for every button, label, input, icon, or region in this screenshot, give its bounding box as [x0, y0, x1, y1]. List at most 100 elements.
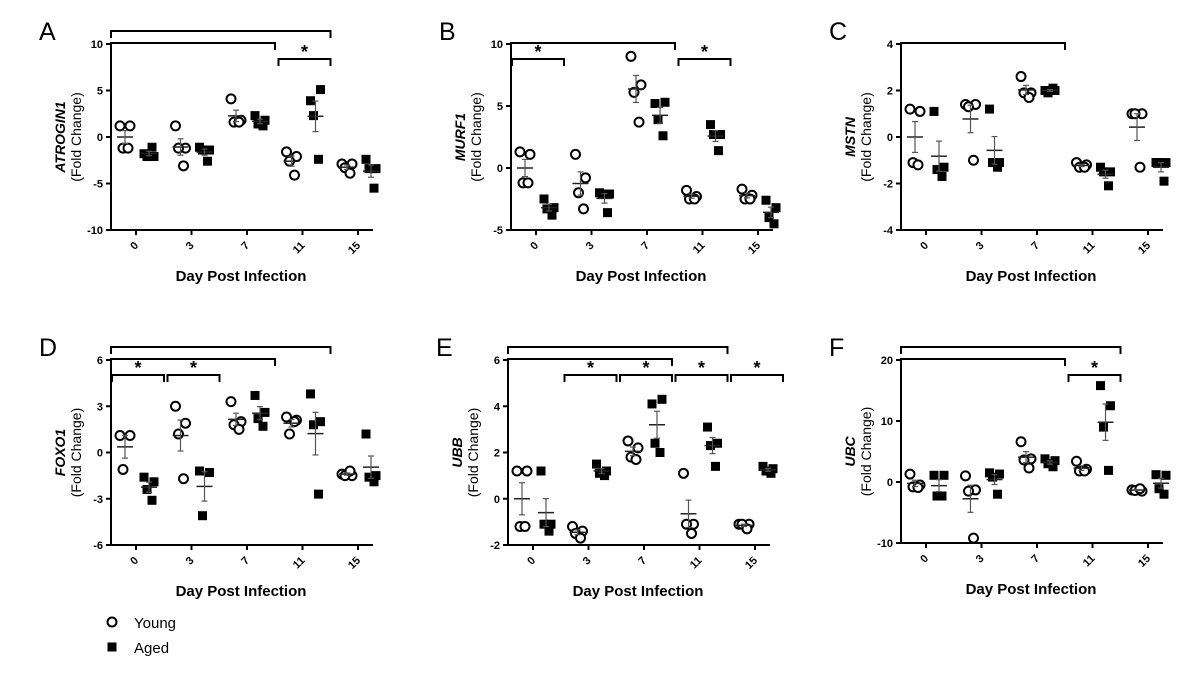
- point-aged: [711, 461, 720, 471]
- point-young: [178, 473, 189, 485]
- y-tick-label: 3: [97, 401, 103, 413]
- y-tick-label: 6: [97, 355, 103, 367]
- significance-bracket: [900, 346, 1122, 354]
- y-tick-label: 0: [494, 494, 500, 506]
- y-tick-label: 10: [91, 39, 103, 51]
- point-aged: [768, 464, 778, 474]
- y-tick-label: 4: [494, 401, 501, 413]
- point-young: [914, 105, 926, 117]
- point-aged: [142, 485, 152, 494]
- point-young: [968, 154, 979, 166]
- point-aged: [650, 99, 660, 109]
- significance-bracket: [1067, 374, 1122, 382]
- point-young: [514, 146, 526, 158]
- point-aged: [1048, 462, 1058, 472]
- point-aged: [316, 85, 325, 95]
- point-aged: [1050, 456, 1060, 466]
- point-aged: [306, 389, 315, 399]
- panel-d: D -6 -3 0 3 6 0 3 7 11 15 Day Post Infection FOXO1 (F…: [39, 334, 381, 600]
- y-tick-label: 5: [97, 86, 103, 98]
- panel-e: E -2 0 2 4 6 0 3 7 11 15 Day Post Infection UBB (Fold…: [436, 334, 784, 600]
- point-young: [1134, 161, 1146, 173]
- point-aged: [205, 145, 214, 155]
- x-tick-label: 7: [239, 240, 252, 253]
- point-aged: [142, 152, 152, 162]
- significance-star: *: [1091, 358, 1098, 378]
- point-young: [963, 101, 974, 113]
- point-aged: [929, 470, 939, 480]
- x-tick-label: 3: [974, 240, 987, 253]
- x-axis-label: Day Post Infection: [966, 268, 1097, 285]
- y-tick-label: 10: [881, 416, 893, 428]
- y-tick-label: 0: [97, 448, 103, 460]
- point-young: [630, 453, 642, 465]
- point-aged: [539, 519, 549, 529]
- y-tick-label: 2: [494, 448, 500, 460]
- y-axis-gene-label: MURF1: [452, 113, 468, 161]
- point-aged: [1099, 422, 1108, 432]
- y-tick-label: 0: [887, 477, 893, 489]
- y-tick-label: -2: [490, 540, 500, 552]
- point-aged: [605, 189, 614, 199]
- point-young: [225, 93, 237, 105]
- y-tick-label: 10: [491, 39, 503, 51]
- point-young: [904, 103, 916, 115]
- point-young: [633, 116, 645, 128]
- y-tick-label: 0: [497, 163, 503, 175]
- point-aged: [149, 152, 159, 162]
- point-young: [233, 116, 245, 128]
- x-axis-label: Day Post Infection: [176, 583, 307, 600]
- point-young: [575, 532, 586, 544]
- point-aged: [1151, 470, 1161, 480]
- point-aged: [546, 519, 556, 529]
- y-axis-gene-label: ATROGIN1: [52, 101, 68, 174]
- point-aged: [1099, 167, 1108, 177]
- point-aged: [149, 477, 159, 487]
- significance-bracket: [563, 374, 618, 382]
- panel-letter: A: [39, 18, 56, 46]
- point-young: [225, 396, 237, 408]
- point-aged: [542, 204, 552, 214]
- y-axis-gene-label: MSTN: [842, 116, 858, 157]
- point-aged: [364, 472, 374, 482]
- point-aged: [253, 414, 263, 424]
- significance-bracket: [277, 58, 332, 66]
- y-axis-label: (Fold Change): [68, 92, 84, 182]
- point-aged: [761, 195, 771, 205]
- significance-bracket: [900, 42, 1066, 50]
- significance-bracket: [510, 42, 676, 50]
- point-aged: [993, 489, 1002, 499]
- y-tick-label: 20: [881, 355, 893, 367]
- point-young: [625, 50, 637, 62]
- y-tick-label: 2: [887, 86, 893, 98]
- significance-star: *: [190, 358, 197, 378]
- point-aged: [1154, 484, 1164, 494]
- point-aged: [988, 158, 997, 168]
- point-young: [170, 400, 181, 412]
- point-aged: [250, 390, 260, 400]
- legend-young-marker: [106, 616, 118, 628]
- point-aged: [369, 183, 379, 193]
- legend-young-label: Young: [134, 615, 176, 632]
- x-tick-label: 3: [974, 553, 987, 566]
- point-young: [522, 177, 534, 189]
- point-aged: [985, 104, 994, 114]
- x-tick-label: 0: [128, 555, 141, 568]
- point-aged: [258, 121, 268, 131]
- point-young: [178, 160, 189, 172]
- point-young: [344, 167, 356, 179]
- point-young: [968, 532, 979, 544]
- x-tick-label: 0: [525, 555, 538, 568]
- point-aged: [1106, 167, 1115, 177]
- point-aged: [361, 154, 371, 164]
- point-aged: [655, 448, 665, 457]
- point-young: [233, 423, 245, 435]
- panel-a: A -10 -5 0 5 10 0 3 7 11 15 Day Post Infection ATROG…: [39, 18, 381, 285]
- significance-bracket: [110, 30, 332, 38]
- legend-aged-marker: [107, 642, 117, 652]
- point-aged: [1104, 181, 1113, 191]
- point-aged: [592, 459, 601, 469]
- point-aged: [932, 165, 942, 175]
- point-aged: [1048, 83, 1058, 93]
